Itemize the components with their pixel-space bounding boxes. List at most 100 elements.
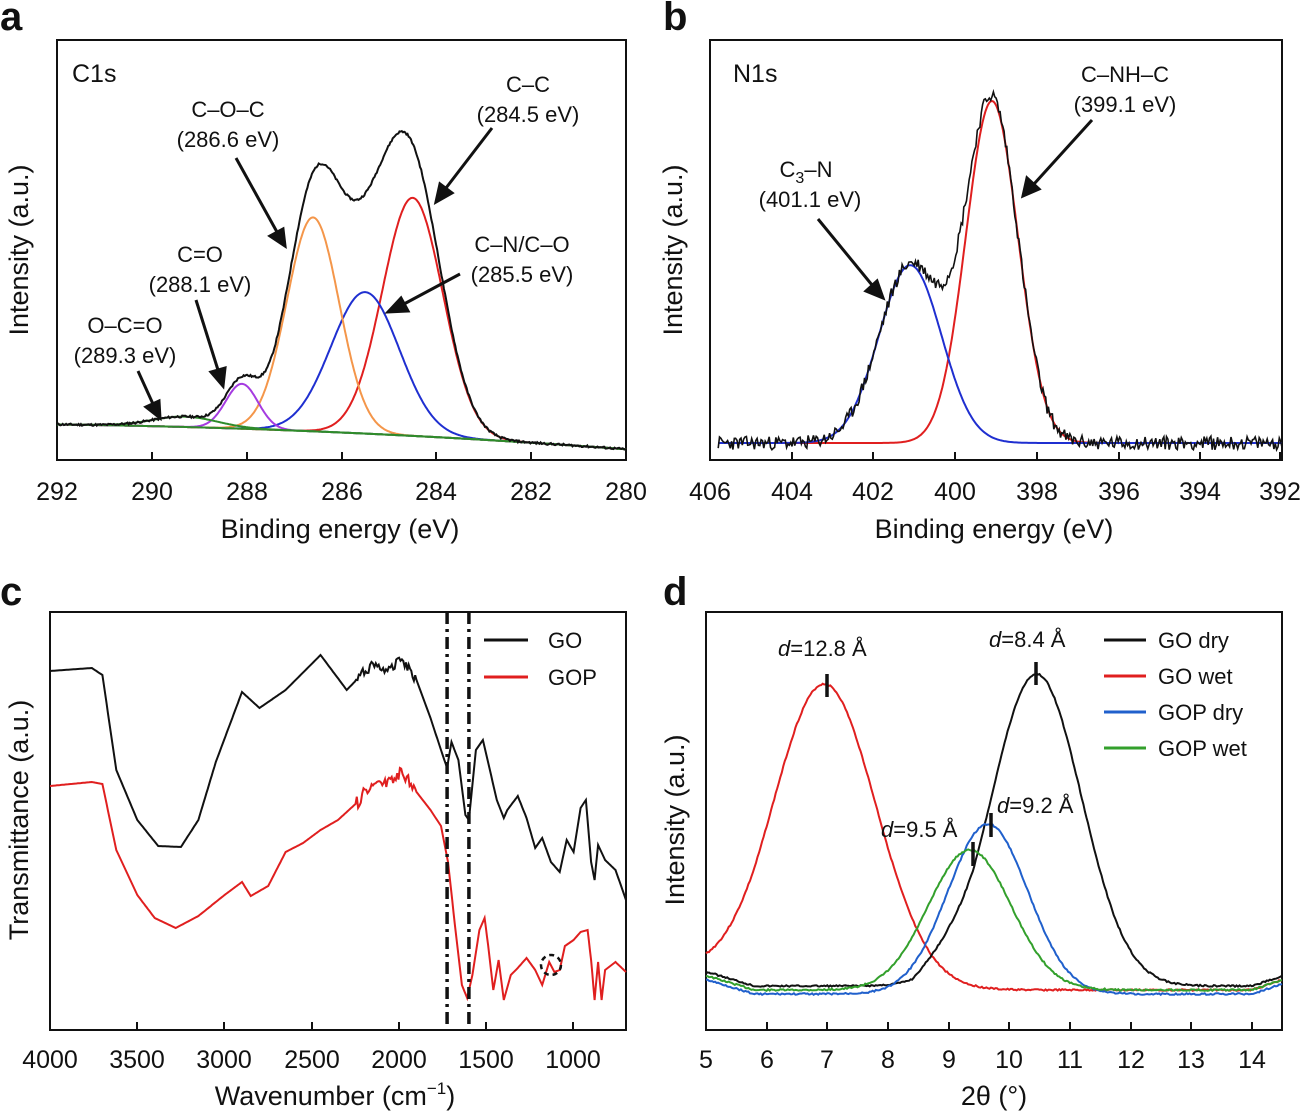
y-axis-label-c: Transmittance (a.u.) bbox=[4, 700, 34, 941]
curves-a bbox=[56, 129, 627, 451]
legend-d: GO dry GO wet GOP dry GOP wet bbox=[1104, 628, 1247, 761]
xtick-label: 406 bbox=[689, 478, 731, 506]
xtick-label: 6 bbox=[760, 1046, 774, 1074]
arrow bbox=[816, 218, 874, 286]
annotation-co-energy: (288.1 eV) bbox=[149, 272, 252, 297]
arrow bbox=[1032, 118, 1094, 186]
xtick-label: 11 bbox=[1057, 1046, 1083, 1074]
xtick-label: 14 bbox=[1238, 1046, 1266, 1074]
inset-label-c1s: C1s bbox=[72, 60, 116, 88]
panel-c: c 4000 3500 3000 2500 2000 1500 1000 Wav… bbox=[0, 570, 627, 1111]
annotation-occo-name: O–C=O bbox=[87, 313, 162, 338]
panel-a: a C1s 292 290 288 286 284 282 280 Bindin… bbox=[0, 0, 647, 544]
annotation-cn-energy: (285.5 eV) bbox=[471, 262, 574, 287]
annotation-arrows-b bbox=[816, 118, 1094, 301]
curves-d bbox=[705, 672, 1283, 997]
annotation-co-name: C=O bbox=[177, 242, 223, 267]
xtick-label: 2000 bbox=[371, 1046, 427, 1074]
arrow bbox=[403, 272, 461, 306]
legend-label-go: GO bbox=[548, 628, 582, 653]
xtick-label: 3500 bbox=[109, 1046, 165, 1074]
xtick-label: 284 bbox=[415, 478, 457, 506]
arrow bbox=[234, 157, 279, 233]
arrow bbox=[444, 127, 494, 189]
fit-curve-blue bbox=[718, 264, 1282, 444]
legend-label-gop: GOP bbox=[548, 665, 597, 690]
arrowhead bbox=[143, 398, 162, 422]
panel-label-c: c bbox=[0, 570, 22, 614]
series-go bbox=[49, 653, 627, 901]
legend-label-go-wet: GO wet bbox=[1158, 664, 1233, 689]
arrowhead bbox=[208, 365, 227, 390]
xtick-label: 2500 bbox=[284, 1046, 340, 1074]
xtick-label: 9 bbox=[942, 1046, 956, 1074]
plot-frame-b bbox=[709, 39, 1283, 461]
background-curve bbox=[57, 423, 627, 451]
series-gop-wet bbox=[705, 848, 1283, 992]
x-axis-label-a: Binding energy (eV) bbox=[221, 514, 460, 544]
annotation-c3n-name: C3–N bbox=[780, 157, 833, 187]
panel-label-b: b bbox=[663, 0, 687, 39]
annotation-cc-name: C–C bbox=[506, 72, 550, 97]
ticks-c bbox=[49, 1022, 574, 1030]
y-axis-label-b: Intensity (a.u.) bbox=[658, 164, 688, 335]
series-gop-dry bbox=[705, 822, 1283, 997]
ticks-b bbox=[709, 452, 1281, 460]
xtick-label: 292 bbox=[36, 478, 78, 506]
arrow bbox=[194, 299, 220, 371]
series-go-dry bbox=[705, 672, 1283, 989]
annotation-cn-name: C–N/C–O bbox=[474, 232, 569, 257]
xtick-label: 7 bbox=[820, 1046, 834, 1074]
ticks-d bbox=[705, 1022, 1253, 1030]
xtick-label: 5 bbox=[699, 1046, 713, 1074]
xtick-label: 1500 bbox=[458, 1046, 514, 1074]
arrowhead bbox=[1020, 175, 1042, 199]
xtick-label: 10 bbox=[995, 1046, 1023, 1074]
x-axis-label-b: Binding energy (eV) bbox=[875, 514, 1114, 544]
xtick-label: 13 bbox=[1177, 1046, 1205, 1074]
ticks-a bbox=[56, 452, 627, 460]
annotation-arrows-a bbox=[136, 127, 494, 422]
xtick-label: 3000 bbox=[196, 1046, 252, 1074]
xtick-label: 1000 bbox=[545, 1046, 601, 1074]
annotation-cnhc-name: C–NH–C bbox=[1081, 62, 1169, 87]
legend-label-go-dry: GO dry bbox=[1158, 628, 1229, 653]
xtick-label: 290 bbox=[131, 478, 173, 506]
xtick-label: 288 bbox=[226, 478, 268, 506]
xtick-label: 398 bbox=[1016, 478, 1058, 506]
panel-b: b N1s 406 404 402 400 398 396 394 392 Bi… bbox=[658, 0, 1301, 544]
y-axis-label-d: Intensity (a.u.) bbox=[660, 734, 690, 905]
xtick-label: 402 bbox=[852, 478, 894, 506]
curves-b bbox=[717, 88, 1283, 453]
panel-d: d 5 6 7 8 9 10 11 12 13 14 2θ (°) Intens… bbox=[660, 570, 1283, 1111]
measured-spectrum bbox=[56, 129, 627, 451]
annotation-coc-name: C–O–C bbox=[191, 97, 264, 122]
d-spacing-go-dry: d=8.4 Å bbox=[989, 627, 1066, 652]
d-spacing-gop-dry: d=9.2 Å bbox=[997, 793, 1074, 818]
fit-curve-red bbox=[718, 99, 1282, 444]
x-axis-label-d: 2θ (°) bbox=[961, 1081, 1027, 1111]
inset-label-n1s: N1s bbox=[733, 60, 777, 88]
highlight-circle bbox=[539, 953, 563, 977]
x-axis-label-c: Wavenumber (cm−1) bbox=[215, 1079, 455, 1111]
d-spacing-gop-wet: d=9.5 Å bbox=[881, 817, 958, 842]
arrow bbox=[136, 370, 155, 405]
xtick-label: 280 bbox=[605, 478, 647, 506]
legend-label-gop-wet: GOP wet bbox=[1158, 736, 1247, 761]
curves-c bbox=[49, 612, 627, 1030]
legend-label-gop-dry: GOP dry bbox=[1158, 700, 1243, 725]
xtick-label: 392 bbox=[1259, 478, 1301, 506]
xtick-label: 282 bbox=[510, 478, 552, 506]
annotation-c3n-energy: (401.1 eV) bbox=[759, 187, 862, 212]
plot-frame-d bbox=[705, 611, 1283, 1031]
annotation-cc-energy: (284.5 eV) bbox=[477, 102, 580, 127]
xtick-label: 400 bbox=[934, 478, 976, 506]
y-axis-label-a: Intensity (a.u.) bbox=[4, 164, 34, 335]
series-go-wet bbox=[705, 682, 1283, 993]
xtick-label: 394 bbox=[1179, 478, 1221, 506]
peak-markers-d bbox=[825, 662, 1038, 866]
xtick-label: 404 bbox=[771, 478, 813, 506]
xtick-label: 12 bbox=[1117, 1046, 1145, 1074]
arrowhead bbox=[267, 226, 287, 250]
